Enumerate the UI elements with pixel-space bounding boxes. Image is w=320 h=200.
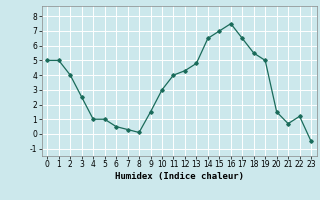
X-axis label: Humidex (Indice chaleur): Humidex (Indice chaleur) — [115, 172, 244, 181]
